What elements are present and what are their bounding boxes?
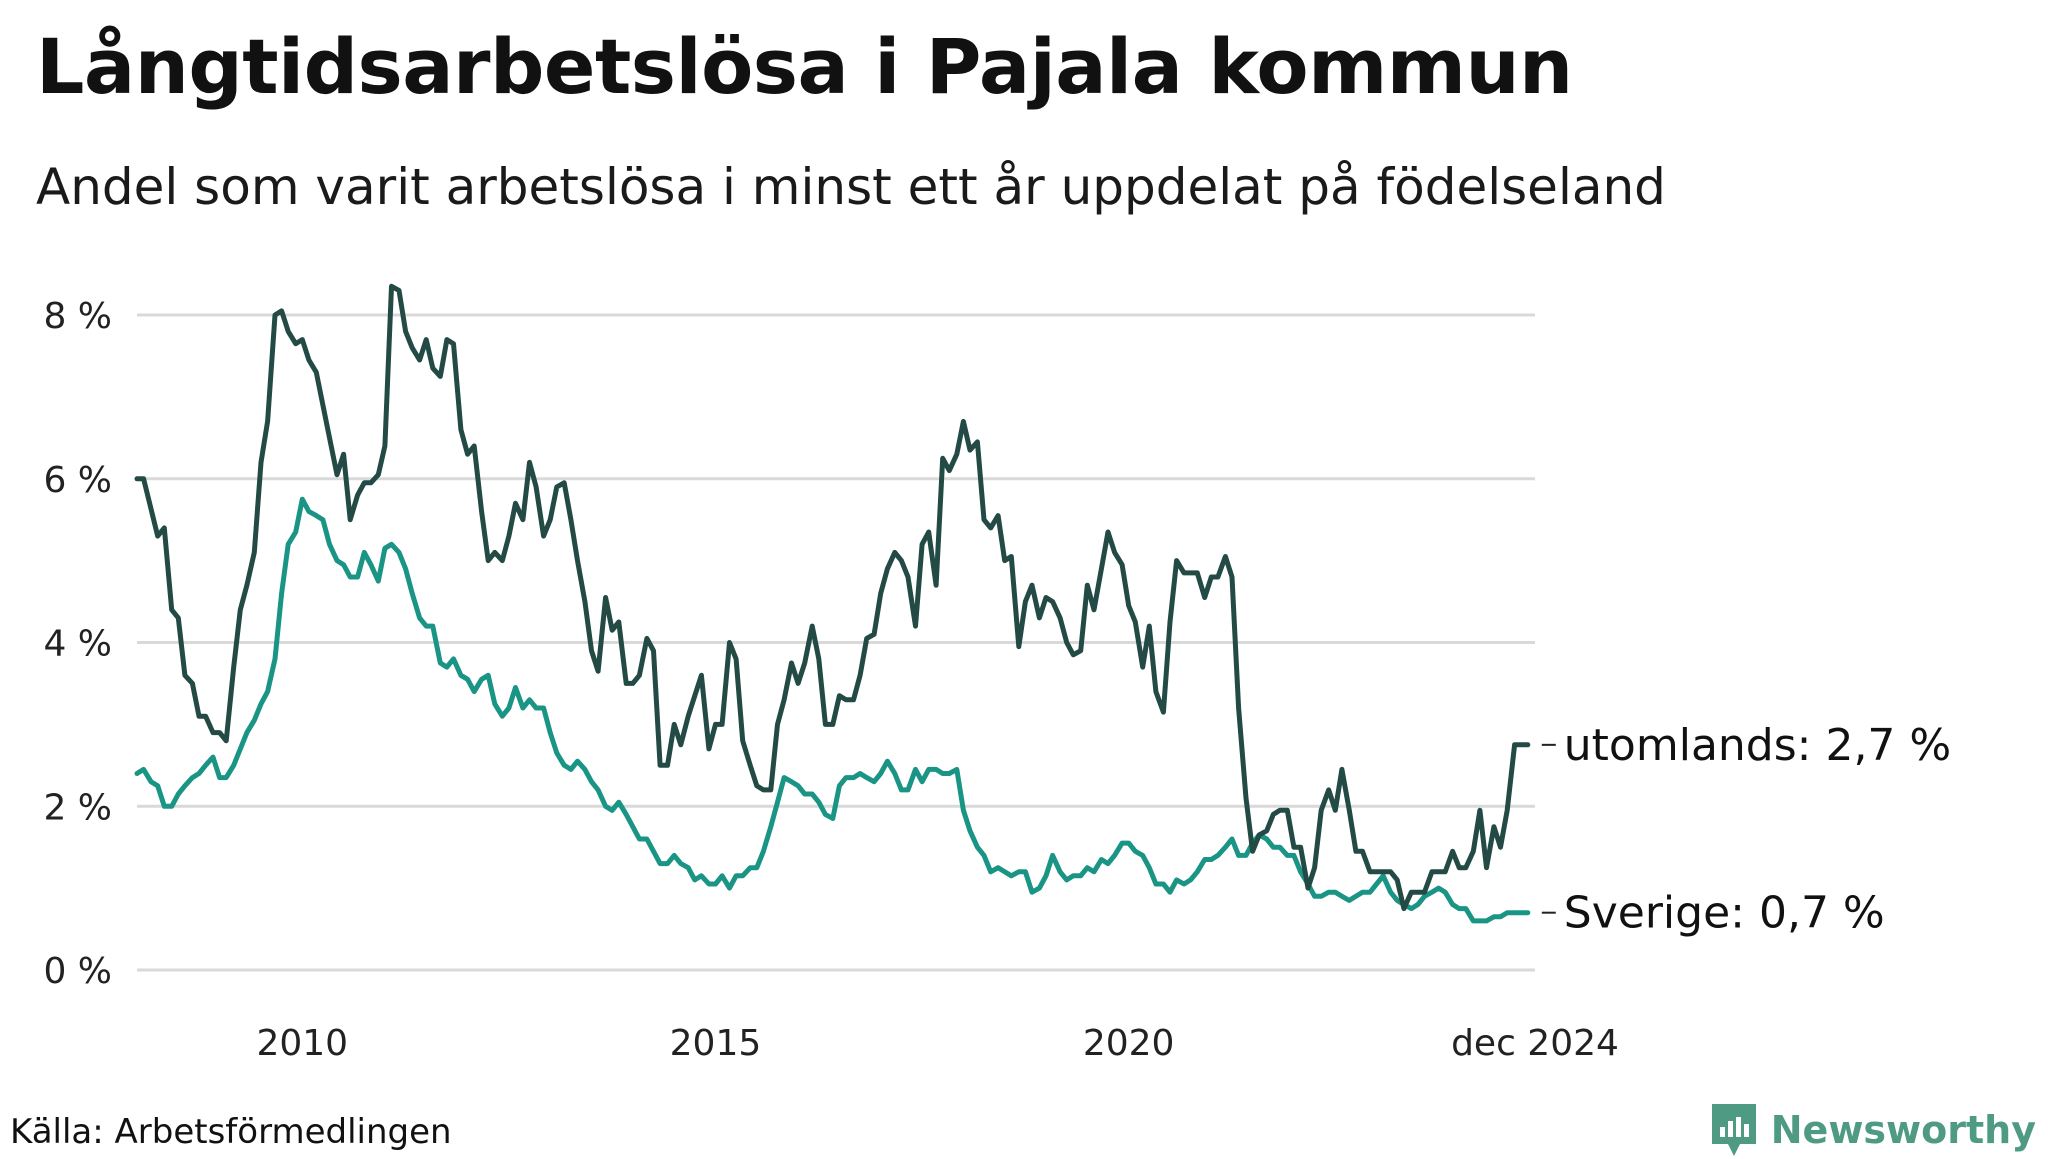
chart-subtitle: Andel som varit arbetslösa i minst ett å… xyxy=(36,158,1666,216)
series-line-sverige xyxy=(134,496,1531,924)
line-chart: 0 % 2 % 4 % 6 % 8 % 2010 2015 2020 dec 2024 uto… xyxy=(43,283,1951,1064)
x-tick-label: 2020 xyxy=(1083,1023,1175,1064)
x-tick-label: 2010 xyxy=(256,1023,348,1064)
newsworthy-logo: Newsworthy xyxy=(1709,1102,2036,1158)
series-line-utomlands xyxy=(134,283,1531,912)
y-tick-label: 0 % xyxy=(43,951,112,992)
source-note: Källa: Arbetsförmedlingen xyxy=(10,1112,452,1152)
chart-title: Långtidsarbetslösa i Pajala kommun xyxy=(36,22,1573,111)
y-tick-label: 2 % xyxy=(43,787,112,828)
x-tick-label: dec 2024 xyxy=(1451,1023,1619,1064)
brand-name: Newsworthy xyxy=(1770,1108,2036,1152)
end-labels: utomlands: 2,7 % Sverige: 0,7 % xyxy=(1541,720,1951,939)
end-label-sverige: Sverige: 0,7 % xyxy=(1564,888,1885,939)
newsworthy-logo-icon xyxy=(1711,1104,1756,1156)
y-tick-label: 6 % xyxy=(43,460,112,501)
grid-lines xyxy=(137,313,1535,972)
x-tick-label: 2015 xyxy=(670,1023,762,1064)
y-tick-label: 8 % xyxy=(43,296,112,337)
x-axis-ticks: 2010 2015 2020 dec 2024 xyxy=(256,1023,1618,1064)
y-axis-ticks: 0 % 2 % 4 % 6 % 8 % xyxy=(43,296,112,992)
series-lines xyxy=(134,283,1531,924)
end-label-utomlands: utomlands: 2,7 % xyxy=(1564,720,1951,771)
y-tick-label: 4 % xyxy=(43,624,112,665)
